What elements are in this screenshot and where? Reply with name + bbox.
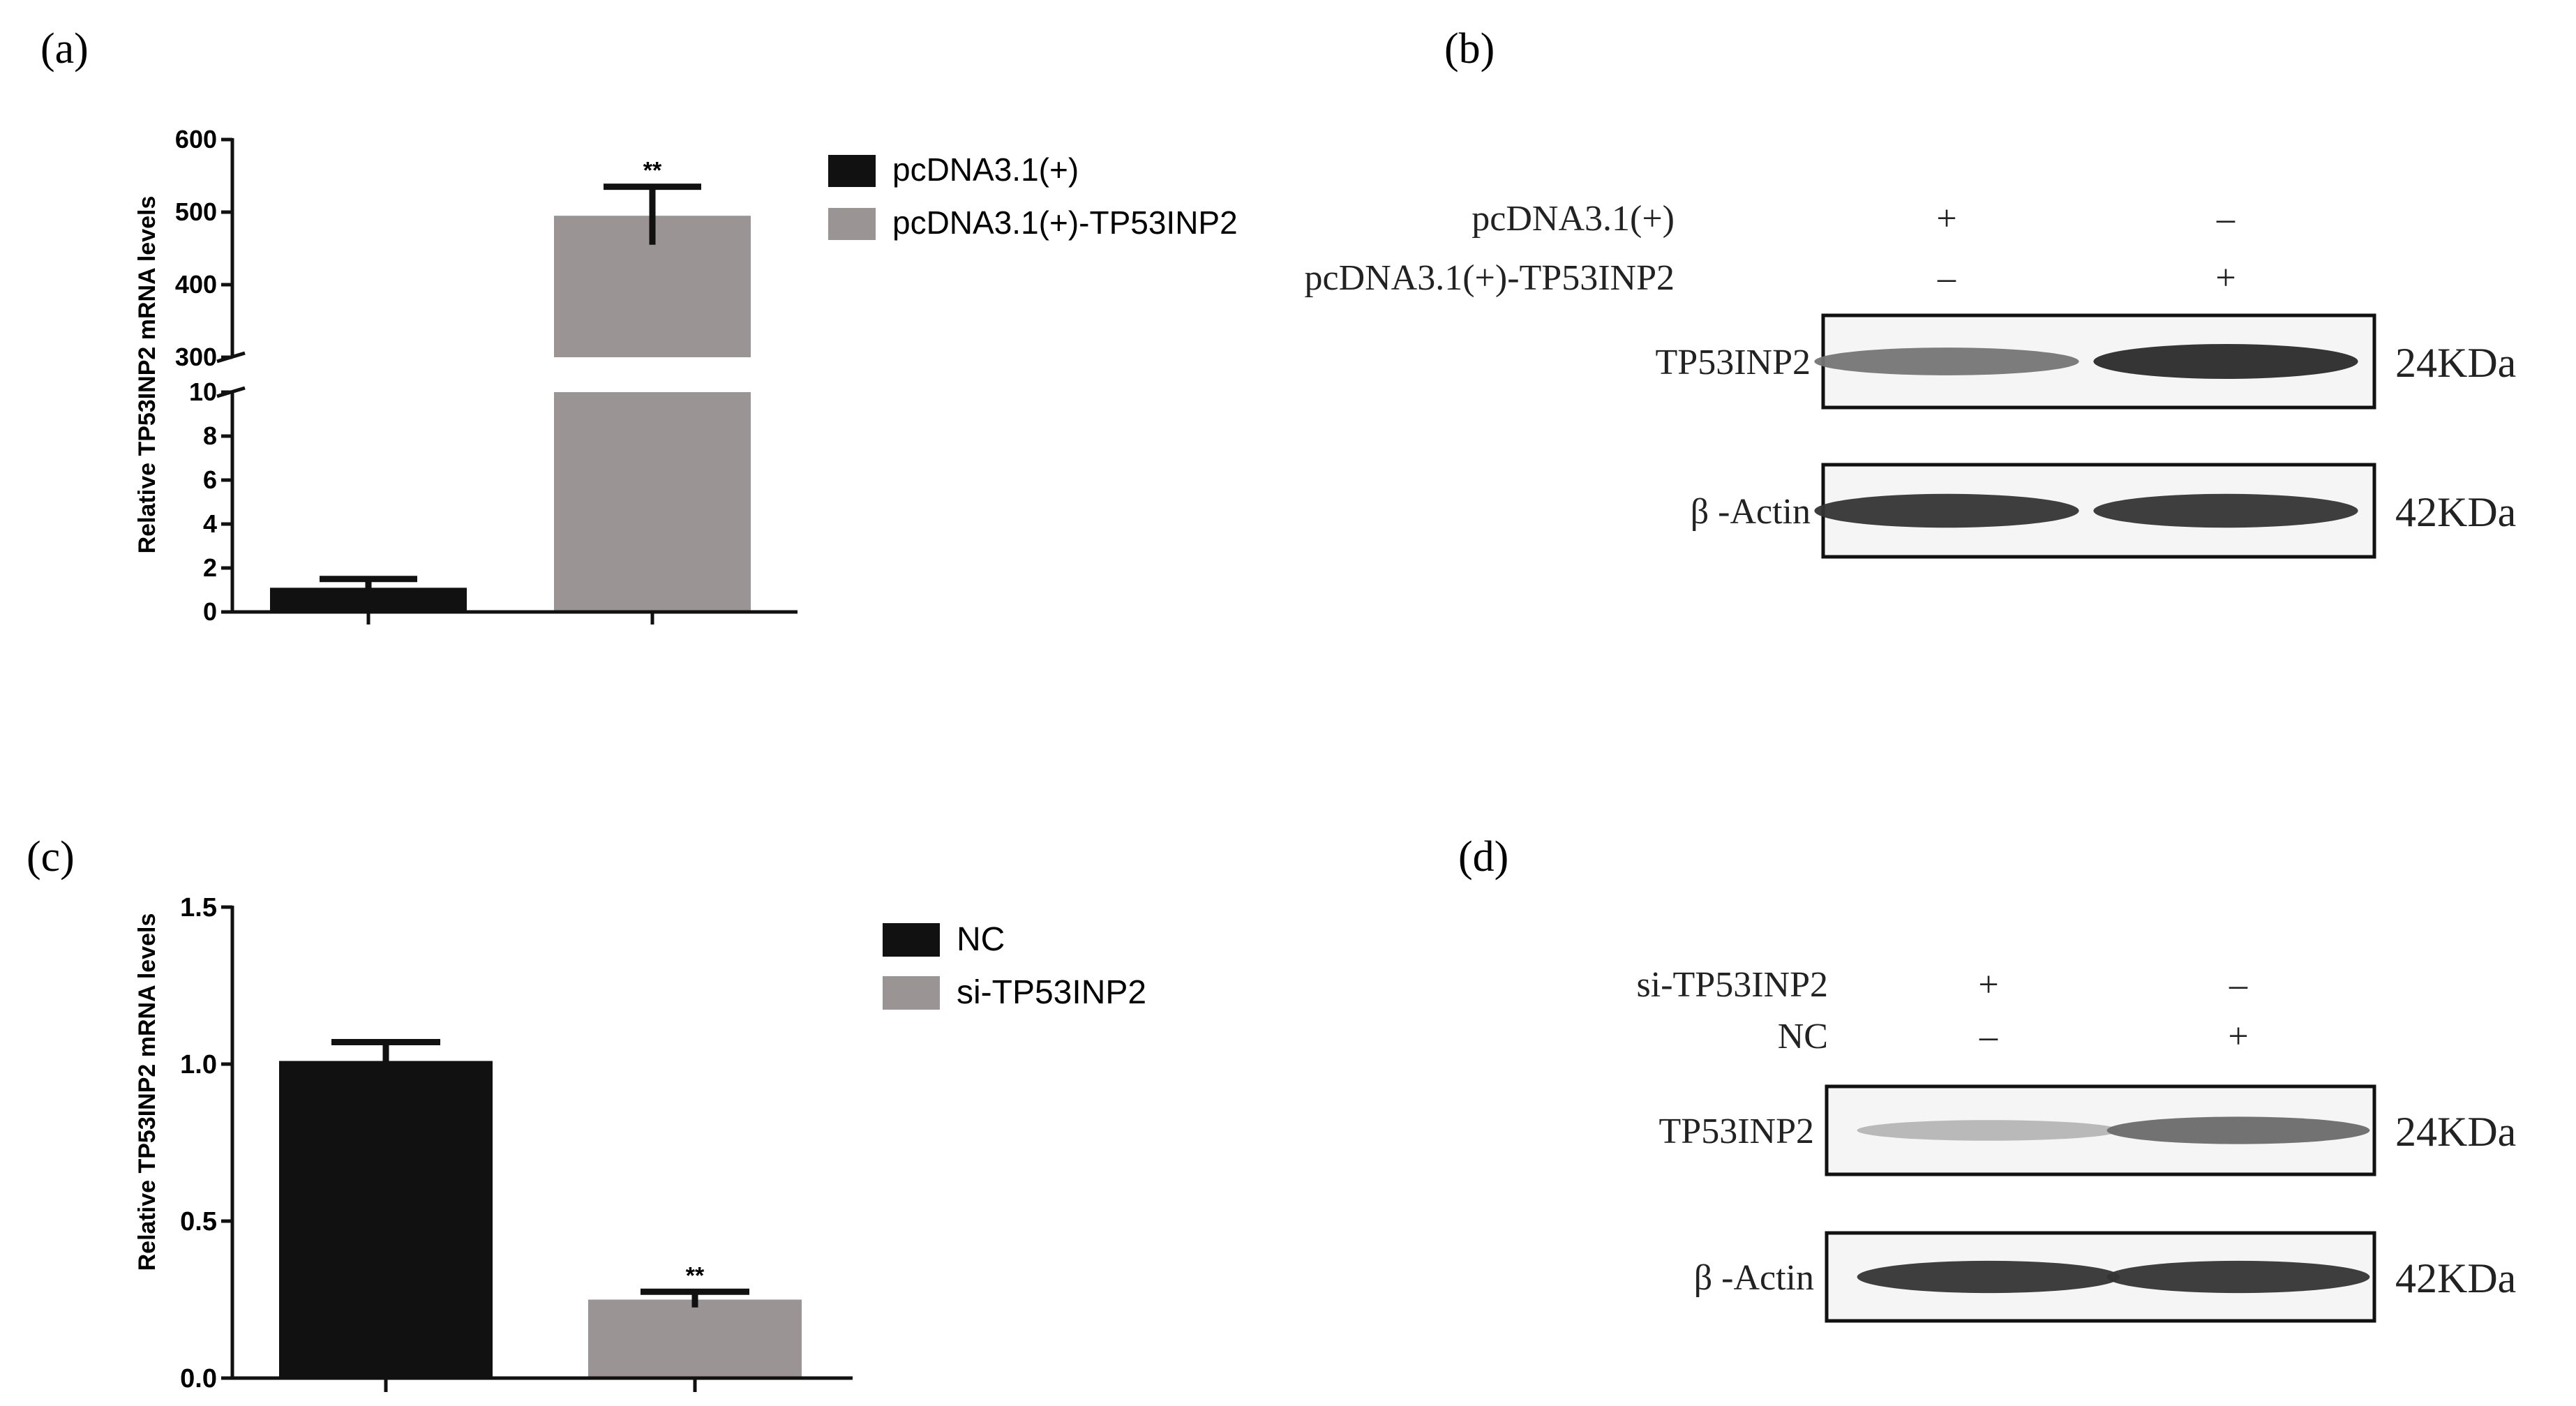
y-tick-label: 10 [189,377,217,406]
protein-label: β -Actin [1694,1258,1814,1298]
y-tick-label: 1.5 [180,893,217,922]
protein-label: β -Actin [1691,492,1811,532]
western-blot-d: si-TP53INP2 + – NC – + TP53INP2 24KDa β -Actin 42… [1637,965,2516,1323]
y-tick-label: 400 [175,270,217,299]
molecular-weight-label: 24KDa [2395,1109,2516,1155]
protein-label: TP53INP2 [1656,343,1811,382]
bar [588,1299,802,1378]
chart-a: Relative TP53INP2 mRNA levels ** 300 400 50… [134,125,1238,626]
y-tick-label: 4 [203,509,217,538]
y-tick-label: 300 [175,343,217,371]
legend-label: NC [957,921,1005,958]
protein-band [1857,1120,2120,1141]
legend-label: pcDNA3.1(+) [892,151,1079,188]
y-tick-label: 0.5 [180,1207,217,1236]
protein-band [2106,1260,2370,1294]
protein-band [1814,347,2079,375]
molecular-weight-label: 42KDa [2395,1255,2516,1301]
legend-swatch [828,155,876,187]
lane-sign: – [1979,1017,1998,1056]
legend-label: si-TP53INP2 [957,974,1146,1011]
chart-c-ylabel: Relative TP53INP2 mRNA levels [134,913,160,1271]
lane-sign: + [1978,965,1998,1005]
protein-band [1857,1260,2120,1294]
y-tick-label: 8 [203,421,217,450]
legend-swatch [883,923,940,957]
panel-label-c: (c) [27,833,75,881]
chart-c: Relative TP53INP2 mRNA levels ** 0.0 0.5 1.… [134,893,1146,1393]
protein-band [2093,493,2358,528]
lane-sign: + [2215,258,2236,298]
lane-sign: – [1937,258,1956,298]
bar [554,392,751,612]
legend-swatch [883,976,940,1010]
condition-label: si-TP53INP2 [1637,965,1828,1005]
y-tick-label: 6 [203,465,217,494]
y-tick-label: 500 [175,197,217,226]
lane-sign: + [2228,1017,2248,1056]
significance-annotation: ** [686,1262,705,1289]
protein-band [1814,493,2079,528]
western-blot-b: pcDNA3.1(+) + – pcDNA3.1(+)-TP53INP2 – + TP53I… [1305,199,2516,559]
molecular-weight-label: 24KDa [2395,340,2516,386]
molecular-weight-label: 42KDa [2395,489,2516,535]
legend-label: pcDNA3.1(+)-TP53INP2 [892,204,1238,241]
y-tick-label: 1.0 [180,1050,217,1079]
lane-sign: + [1936,199,1956,239]
significance-annotation: ** [643,158,662,184]
y-tick-label: 600 [175,125,217,154]
y-tick-label: 0 [203,597,217,626]
condition-label: NC [1778,1017,1828,1056]
lane-sign: – [2216,199,2236,239]
condition-label: pcDNA3.1(+) [1472,199,1675,239]
lane-sign: – [2229,965,2248,1005]
panel-label-b: (b) [1444,25,1495,73]
protein-band [2093,344,2358,379]
bar [279,1061,493,1378]
legend-swatch [828,208,876,240]
panel-label-d: (d) [1458,833,1508,881]
y-tick-label: 2 [203,553,217,582]
protein-label: TP53INP2 [1659,1112,1814,1151]
protein-band [2106,1116,2370,1144]
chart-a-ylabel: Relative TP53INP2 mRNA levels [134,196,160,554]
y-tick-label: 0.0 [180,1364,217,1393]
condition-label: pcDNA3.1(+)-TP53INP2 [1305,258,1675,298]
panel-label-a: (a) [40,25,89,73]
